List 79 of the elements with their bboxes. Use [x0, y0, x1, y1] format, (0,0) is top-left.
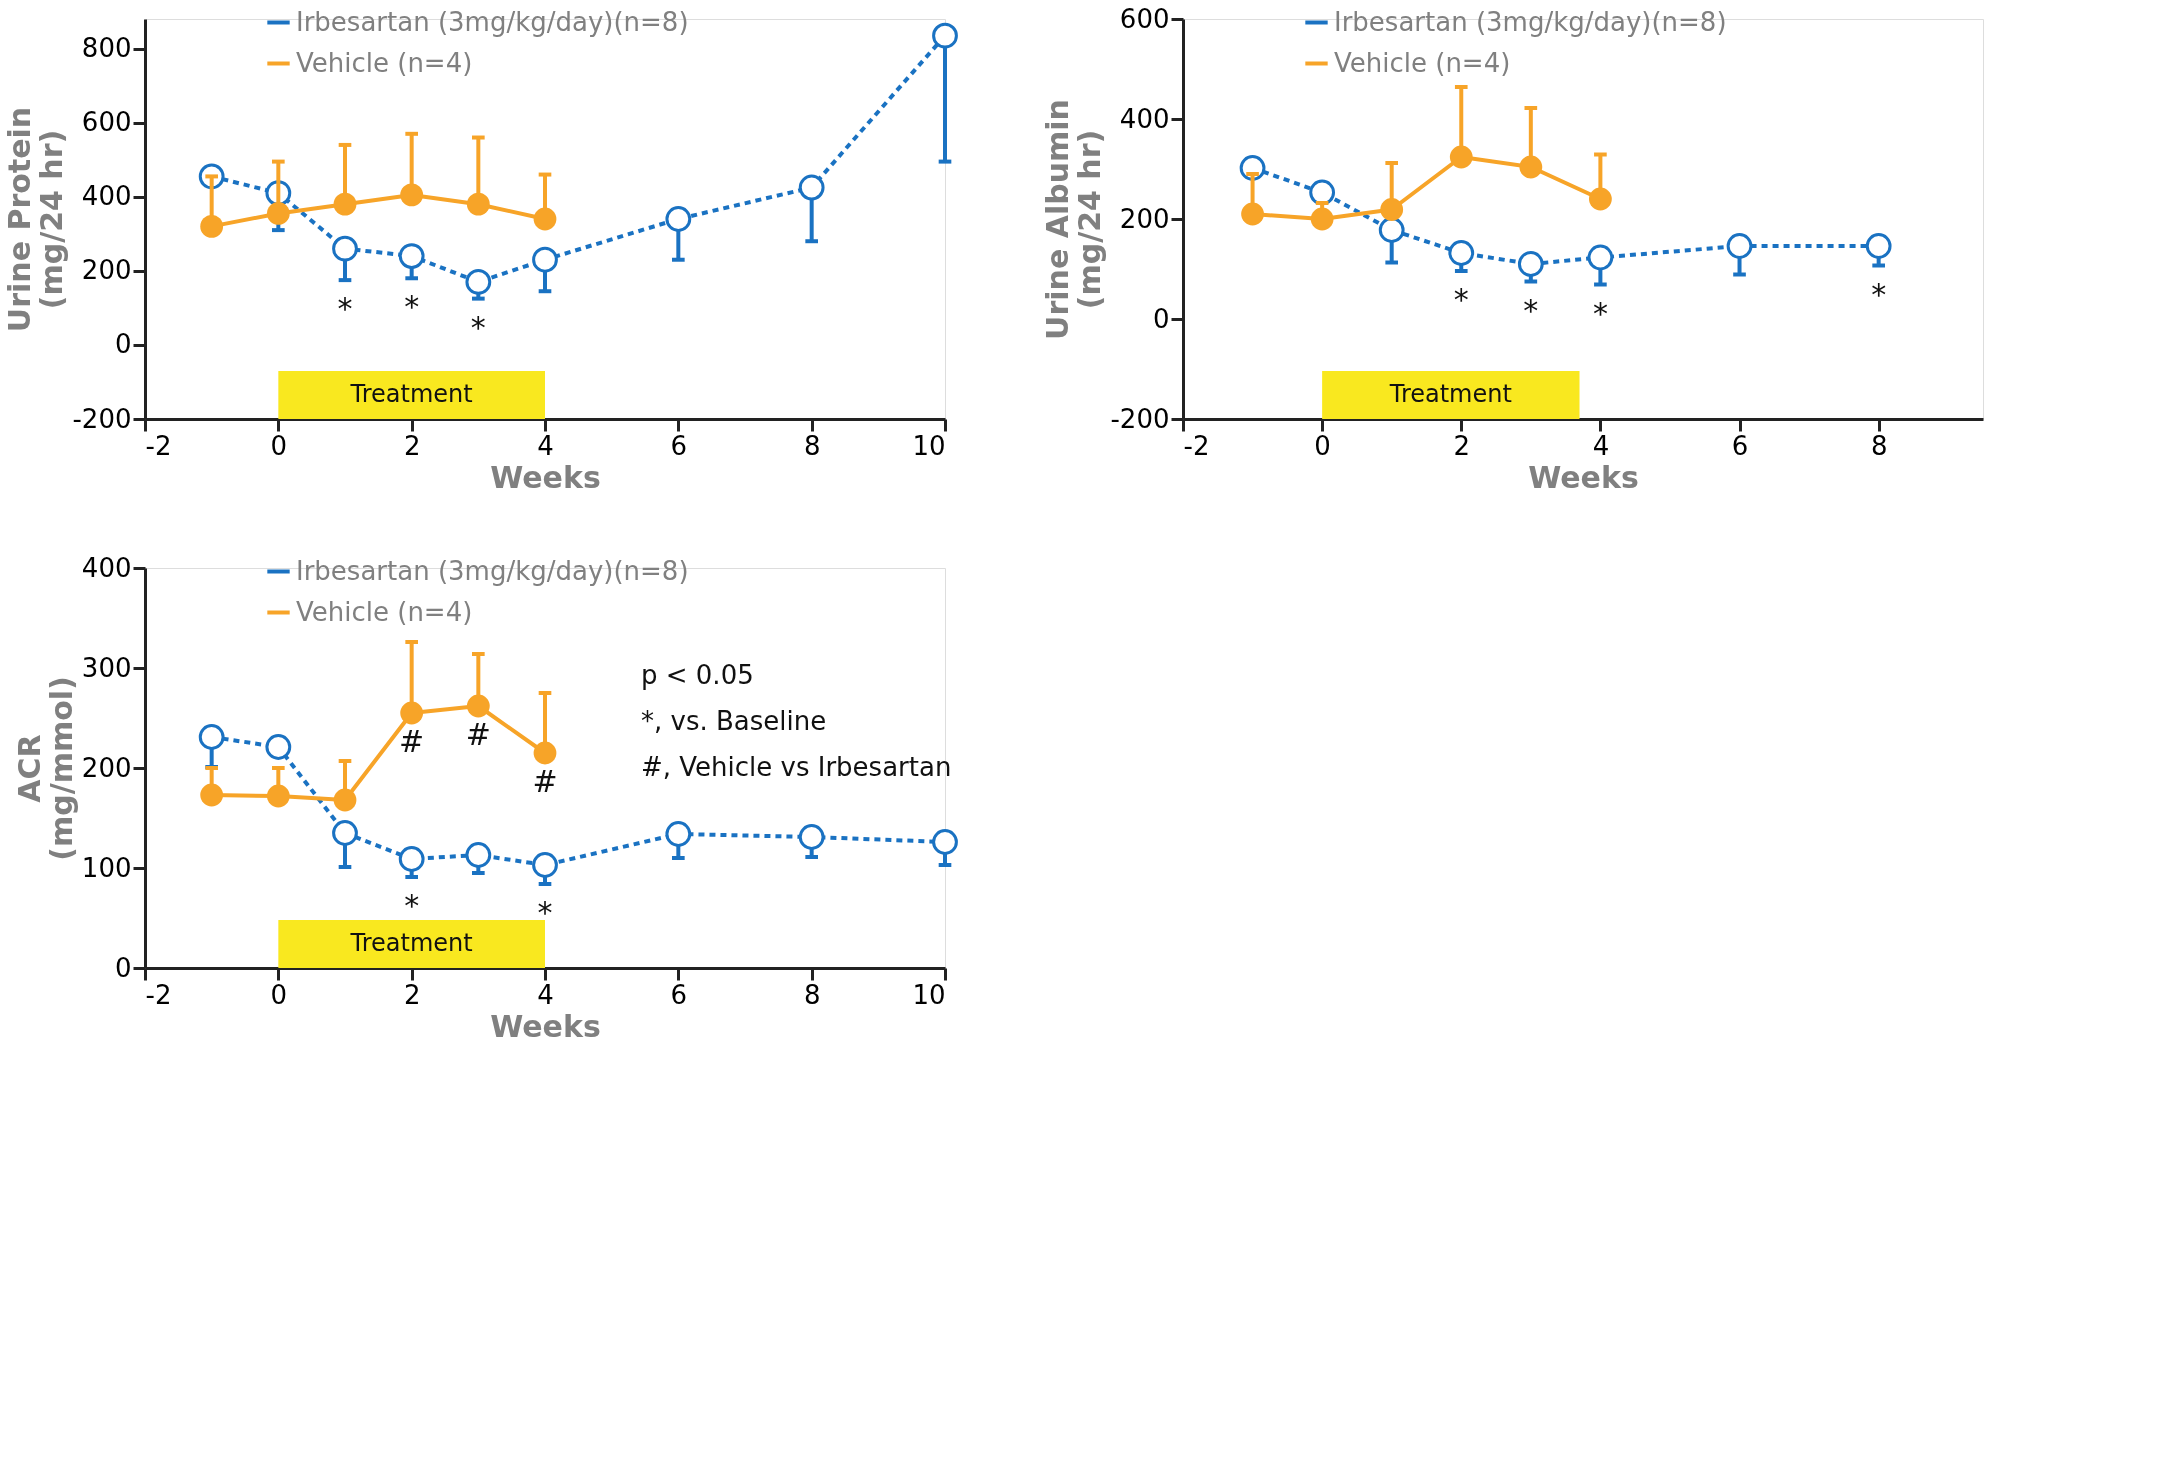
y-axis-title: Urine Albumin (mg/24 hr): [1040, 99, 1108, 340]
x-tick-label: 0: [1314, 430, 1331, 461]
x-axis-title: Weeks: [1528, 459, 1639, 495]
annotation: *: [1523, 292, 1539, 328]
x-tick-label: 8: [803, 430, 821, 461]
y-tick-label: 400: [81, 181, 132, 212]
legend-label: Vehicle (n=4): [296, 596, 473, 627]
x-tick-label: 6: [670, 979, 688, 1010]
x-tick-label: 4: [1592, 430, 1610, 461]
x-tick-label: 4: [537, 979, 554, 1010]
y-tick-label: 600: [81, 107, 132, 138]
point: [1448, 240, 1475, 266]
y-tick-label: 800: [81, 33, 132, 64]
point: [1378, 217, 1405, 243]
annotation: *: [1871, 276, 1887, 312]
annotation: *: [337, 291, 353, 327]
y-tick-label: 400: [81, 552, 132, 583]
y-axis-title: ACR (mg/mmol): [11, 676, 79, 861]
annotation: *: [1592, 295, 1608, 331]
x-tick-label: 8: [803, 979, 821, 1010]
annotation: #, Vehicle vs Irbesartan: [641, 752, 952, 782]
y-tick-label: 300: [81, 652, 132, 683]
point: [1380, 198, 1404, 221]
y-tick-label: 200: [1119, 203, 1170, 234]
x-tick-label: 6: [1731, 430, 1749, 461]
y-tick-label: 0: [1152, 303, 1170, 334]
x-tick-label: 4: [537, 430, 554, 461]
annotation: *: [1453, 282, 1469, 317]
y-tick-label: 200: [81, 752, 132, 783]
legend-label: Vehicle (n=4): [296, 47, 473, 78]
x-tick-label: 0: [270, 979, 288, 1010]
x-tick-label: -2: [1183, 430, 1210, 461]
x-tick-label: 2: [403, 430, 421, 461]
legend-label: Irbesartan (3mg/kg/day)(n=8): [1334, 6, 1727, 37]
annotation: *: [404, 289, 420, 325]
annotation: #: [465, 717, 491, 752]
annotation: *: [470, 309, 486, 345]
point: [1449, 145, 1473, 169]
y-axis-title: Urine Protein (mg/24 hr): [2, 106, 70, 333]
annotation: #: [532, 764, 558, 799]
y-tick-label: -200: [72, 403, 132, 434]
y-tick-label: -200: [1110, 403, 1170, 434]
annotation: *: [537, 895, 553, 930]
x-tick-label: 6: [670, 430, 688, 461]
point: [1517, 251, 1544, 277]
point: [1309, 179, 1336, 206]
legend-label: Vehicle (n=4): [1334, 47, 1511, 78]
x-tick-label: 2: [403, 979, 421, 1010]
x-axis-title: Weeks: [490, 459, 601, 495]
point: [1587, 244, 1614, 271]
x-tick-label: 0: [270, 430, 288, 461]
x-tick-label: 2: [1453, 430, 1471, 461]
band-label: Treatment: [349, 380, 473, 408]
point: [1519, 155, 1543, 179]
x-tick-label: -2: [145, 979, 172, 1010]
point: [1865, 233, 1892, 259]
x-axis-title: Weeks: [490, 1008, 601, 1044]
y-tick-label: 200: [81, 255, 132, 286]
y-tick-label: 0: [114, 329, 132, 360]
x-tick-label: -2: [145, 430, 172, 461]
x-tick-label: 8: [1870, 430, 1888, 461]
annotation: p < 0.05: [641, 660, 754, 690]
y-tick-label: 600: [1119, 3, 1170, 34]
point: [1726, 233, 1753, 259]
legend-label: Irbesartan (3mg/kg/day)(n=8): [296, 6, 689, 37]
x-tick-label: 10: [912, 979, 946, 1010]
band-label: Treatment: [349, 929, 473, 957]
point: [1310, 207, 1334, 231]
band-label: Treatment: [1388, 380, 1512, 408]
y-tick-label: 0: [114, 952, 132, 983]
x-tick-label: 10: [912, 430, 946, 461]
legend-label: Irbesartan (3mg/kg/day)(n=8): [296, 555, 689, 586]
annotation: #: [399, 724, 425, 759]
annotation: *: [404, 888, 420, 923]
point: [1588, 187, 1612, 211]
point: [1241, 202, 1264, 226]
y-tick-label: 100: [81, 852, 132, 883]
y-tick-label: 400: [1119, 103, 1170, 134]
annotation: *, vs. Baseline: [641, 706, 827, 736]
